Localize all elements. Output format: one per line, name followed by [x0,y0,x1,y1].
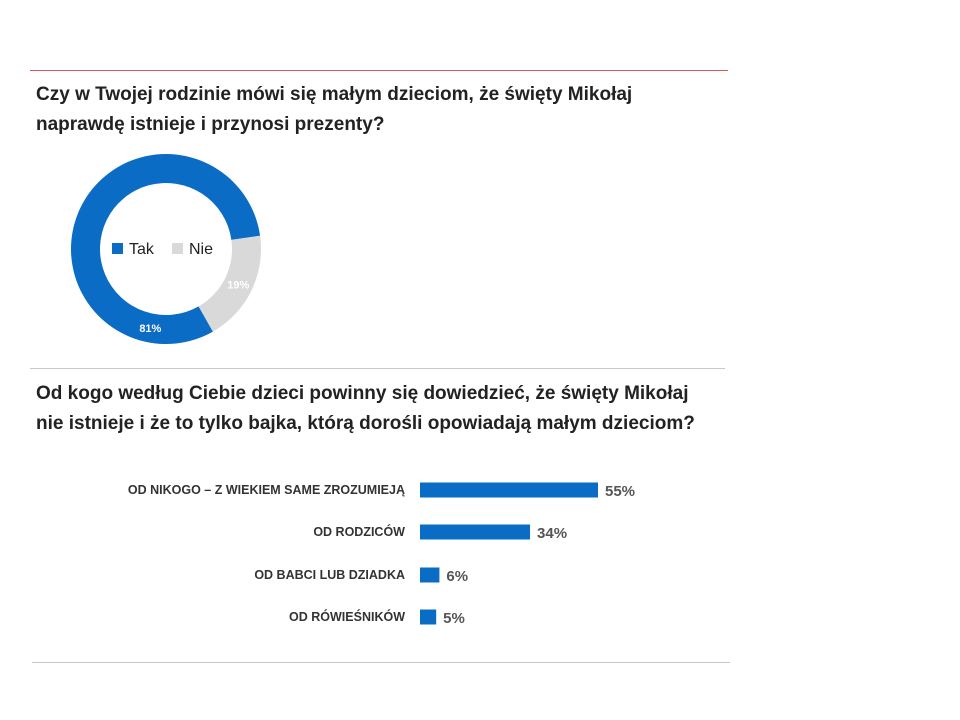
question-1-title: Czy w Twojej rodzinie mówi się małym dzi… [36,80,716,140]
question-1-line-1: Czy w Twojej rodzinie mówi się małym dzi… [36,84,633,105]
question-2-line-2: nie istnieje i że to tylko bajka, którą … [36,413,695,434]
bar-value-label: 6% [446,568,468,585]
question-2-title: Od kogo według Ciebie dzieci powinny się… [36,379,776,439]
legend-swatch-tak [112,243,123,254]
bar-value-label: 55% [605,483,635,500]
legend-swatch-nie [172,243,183,254]
middle-divider [30,368,725,369]
bar [420,524,531,540]
donut-slice-tak [71,154,261,344]
legend-label-nie: Nie [189,241,213,258]
donut-slice-nie [198,235,261,332]
donut-legend: Tak Nie [112,241,213,258]
donut-label-nie: 19% [227,280,249,292]
bar-category-label: OD BABCI LUB DZIADKA [254,568,405,582]
bar-value-label: 34% [537,525,567,542]
bar-category-label: OD RODZICÓW [313,524,405,539]
bar-value-label: 5% [443,610,465,627]
donut-chart: 81% 19% [71,154,261,344]
legend-label-tak: Tak [129,241,155,258]
bar-category-label: OD RÓWIEŚNIKÓW [289,609,405,624]
bar [420,609,437,625]
question-2-line-1: Od kogo według Ciebie dzieci powinny się… [36,383,689,404]
question-1-line-2: naprawdę istnieje i przynosi prezenty? [36,114,385,135]
bar-category-label: OD NIKOGO – Z WIEKIEM SAME ZROZUMIEJĄ [128,483,405,497]
donut-label-tak: 81% [139,323,161,335]
bar [420,567,440,583]
bottom-divider [32,662,730,663]
bar [420,482,598,498]
bar-chart: OD NIKOGO – Z WIEKIEM SAME ZROZUMIEJĄ 55%… [128,482,635,627]
top-divider [30,70,728,71]
